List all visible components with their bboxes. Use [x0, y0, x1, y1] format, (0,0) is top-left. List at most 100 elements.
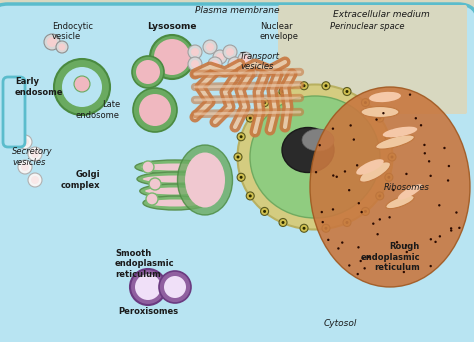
Circle shape: [150, 35, 194, 79]
FancyBboxPatch shape: [278, 5, 467, 114]
Circle shape: [237, 133, 245, 141]
Text: Smooth
endoplasmic
reticulum: Smooth endoplasmic reticulum: [115, 249, 174, 279]
Circle shape: [234, 153, 242, 161]
Text: Late
endosome: Late endosome: [76, 100, 120, 120]
Circle shape: [388, 153, 396, 161]
Ellipse shape: [137, 172, 213, 186]
Circle shape: [387, 176, 391, 179]
Circle shape: [208, 57, 222, 71]
Circle shape: [315, 171, 317, 173]
Text: Plasma membrane: Plasma membrane: [195, 6, 279, 15]
Text: Golgi
complex: Golgi complex: [61, 170, 100, 190]
Circle shape: [420, 124, 422, 127]
Circle shape: [450, 229, 453, 232]
Circle shape: [21, 138, 29, 146]
Circle shape: [343, 219, 351, 226]
Circle shape: [434, 241, 437, 243]
Ellipse shape: [135, 160, 215, 174]
Circle shape: [332, 208, 334, 211]
Circle shape: [378, 194, 381, 197]
Circle shape: [349, 124, 352, 127]
Circle shape: [455, 211, 457, 214]
Circle shape: [142, 161, 154, 173]
Circle shape: [356, 164, 358, 167]
Circle shape: [246, 192, 254, 200]
Circle shape: [423, 144, 426, 146]
Circle shape: [211, 60, 219, 68]
Circle shape: [302, 84, 306, 87]
Circle shape: [322, 82, 330, 90]
Circle shape: [346, 221, 348, 224]
Circle shape: [447, 165, 450, 167]
Circle shape: [429, 238, 432, 240]
Circle shape: [356, 273, 359, 275]
Ellipse shape: [140, 184, 210, 198]
Ellipse shape: [237, 84, 392, 229]
Circle shape: [213, 50, 227, 64]
Circle shape: [357, 202, 360, 205]
Ellipse shape: [145, 187, 205, 195]
Ellipse shape: [148, 199, 202, 207]
Circle shape: [458, 227, 461, 229]
Circle shape: [54, 59, 110, 115]
Circle shape: [149, 178, 161, 190]
Circle shape: [325, 84, 328, 87]
Circle shape: [132, 56, 164, 88]
Circle shape: [332, 128, 334, 130]
Circle shape: [378, 117, 381, 120]
Circle shape: [191, 48, 199, 56]
Ellipse shape: [386, 195, 414, 209]
Circle shape: [282, 90, 284, 93]
Circle shape: [246, 68, 254, 76]
Text: Ribosomes: Ribosomes: [384, 183, 430, 192]
Circle shape: [199, 181, 211, 193]
Circle shape: [154, 39, 190, 75]
Circle shape: [28, 147, 42, 161]
Circle shape: [417, 186, 419, 188]
Ellipse shape: [302, 129, 334, 151]
Circle shape: [332, 174, 335, 177]
Circle shape: [56, 41, 68, 53]
Circle shape: [361, 169, 363, 171]
Circle shape: [327, 239, 329, 241]
Circle shape: [438, 204, 440, 207]
Circle shape: [387, 135, 391, 138]
Circle shape: [58, 43, 65, 51]
Circle shape: [31, 176, 39, 184]
Circle shape: [429, 175, 432, 177]
Circle shape: [406, 251, 408, 253]
Circle shape: [231, 60, 239, 68]
Circle shape: [322, 224, 330, 232]
Circle shape: [391, 156, 393, 158]
Circle shape: [429, 265, 432, 267]
Circle shape: [360, 211, 363, 213]
Ellipse shape: [250, 96, 380, 218]
Circle shape: [62, 67, 102, 107]
Circle shape: [47, 37, 57, 47]
Circle shape: [344, 170, 346, 173]
Circle shape: [341, 241, 344, 244]
Ellipse shape: [383, 127, 417, 137]
Circle shape: [237, 173, 245, 181]
Circle shape: [130, 269, 166, 305]
Circle shape: [372, 222, 374, 225]
Ellipse shape: [310, 87, 470, 287]
Circle shape: [424, 152, 426, 155]
Text: Transport
vesicles: Transport vesicles: [240, 52, 280, 71]
Circle shape: [300, 82, 308, 90]
Circle shape: [382, 112, 384, 114]
Circle shape: [233, 67, 247, 81]
Ellipse shape: [143, 196, 207, 210]
Circle shape: [216, 53, 224, 61]
Circle shape: [443, 147, 446, 149]
Circle shape: [428, 160, 430, 162]
Circle shape: [136, 60, 160, 84]
Circle shape: [74, 76, 90, 92]
Circle shape: [228, 57, 242, 71]
Circle shape: [361, 171, 364, 174]
Circle shape: [343, 88, 351, 95]
Ellipse shape: [369, 92, 401, 102]
Text: Cytosol: Cytosol: [323, 319, 357, 328]
Circle shape: [325, 227, 328, 230]
Circle shape: [364, 210, 367, 213]
